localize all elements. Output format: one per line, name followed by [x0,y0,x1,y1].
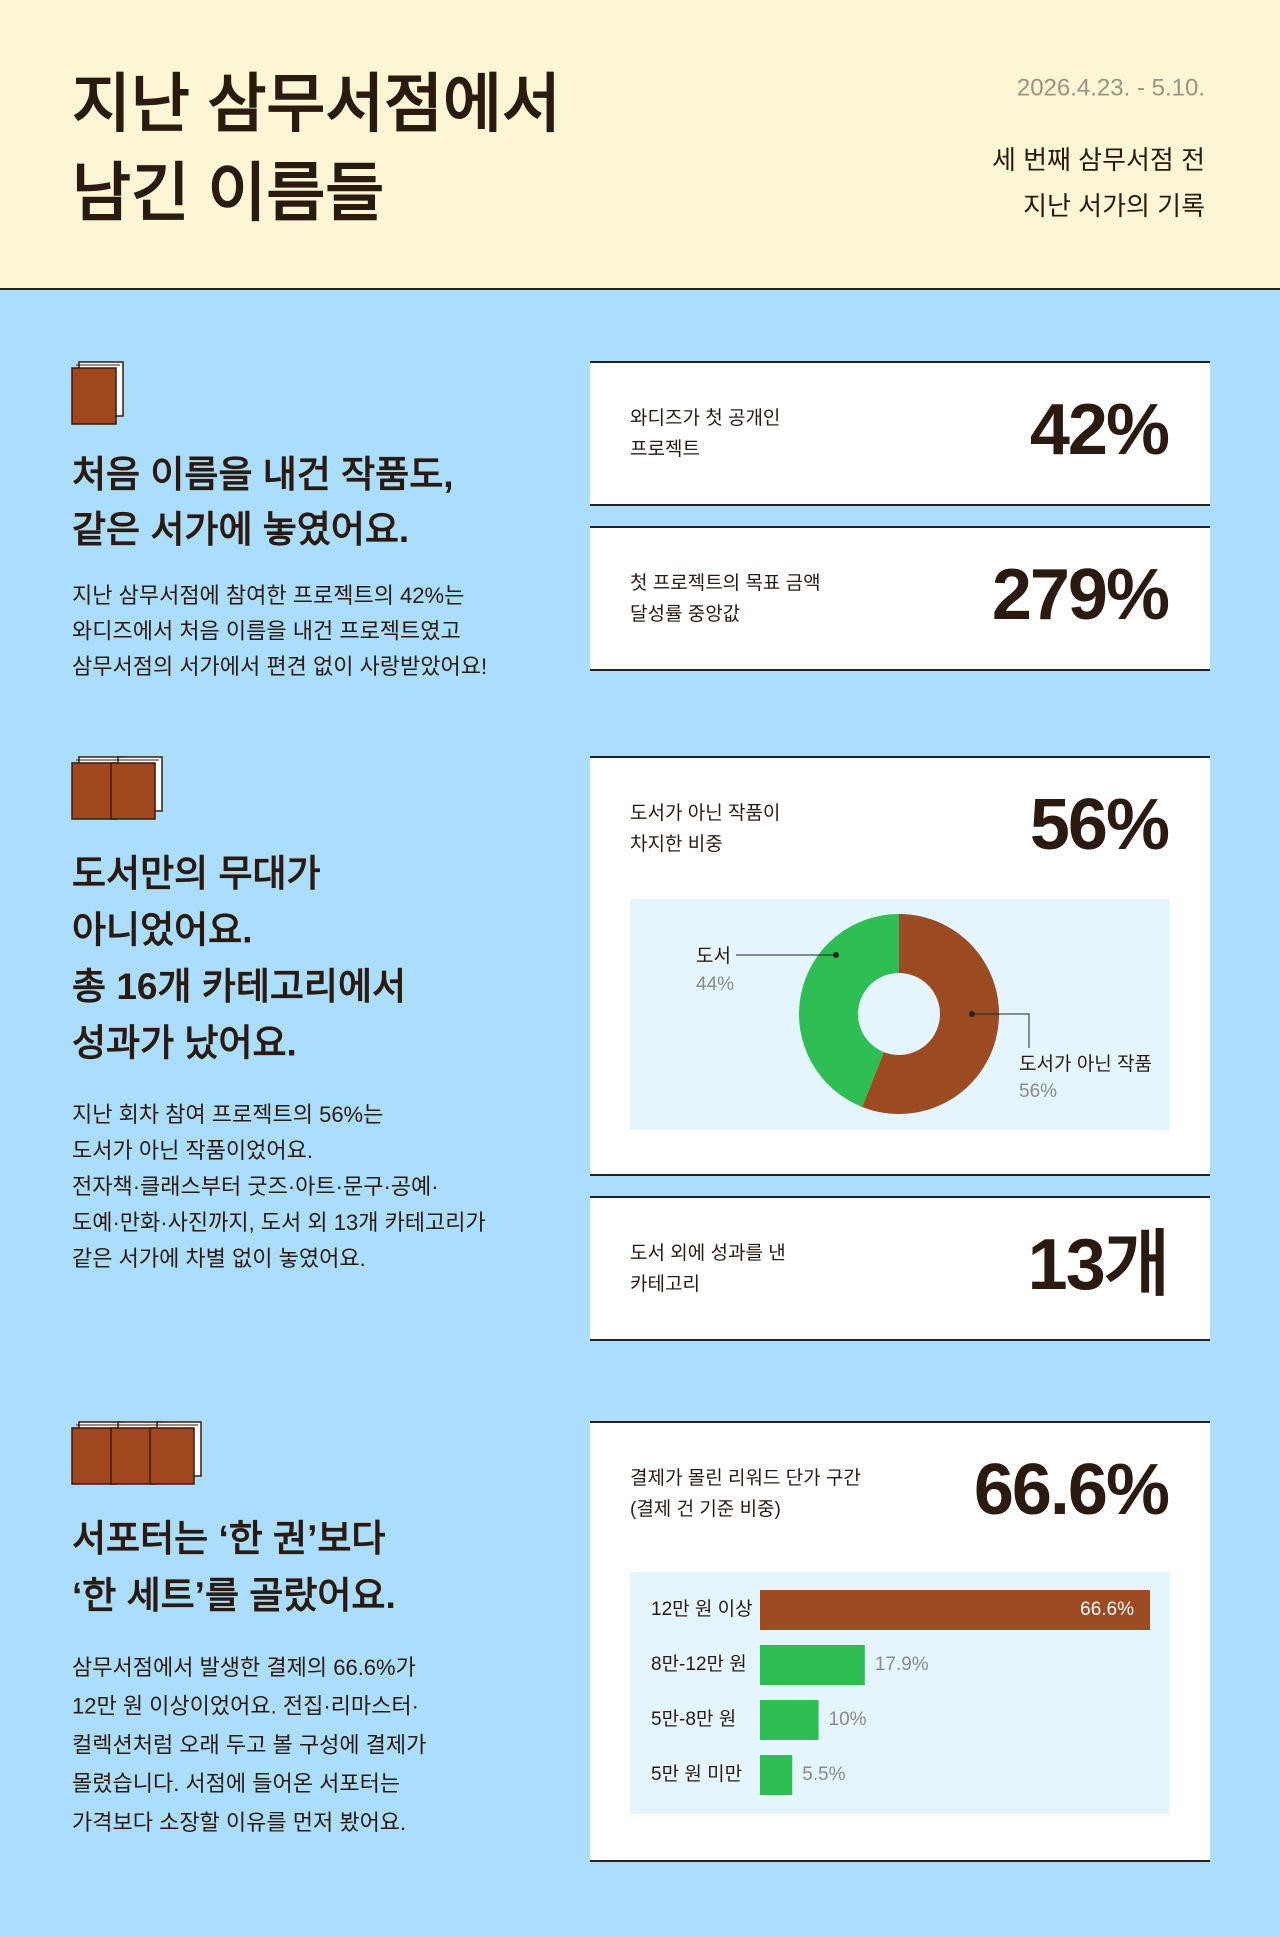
bar [760,1700,819,1740]
section-heading: 아니었어요. [72,909,252,950]
pie-value-label: 44% [696,974,734,995]
section-body: 컬렉션처럼 오래 두고 볼 구성에 결제가 [72,1732,426,1757]
book-cover [110,1427,156,1485]
bar [760,1755,793,1795]
header-background [0,0,1280,289]
book-cover [110,762,156,820]
card-label: 첫 프로젝트의 목표 금액 [630,572,821,594]
section-body: 몰렸습니다. 서점에 들어온 서포터는 [72,1771,400,1796]
book-cover [71,1427,117,1485]
card-value: 42% [1030,390,1169,470]
card-value: 56% [1030,785,1169,865]
section-heading: 같은 서가에 놓였어요. [72,509,409,550]
section-body: 12만 원 이상이었어요. 전집·리마스터· [72,1694,419,1719]
card-label: 와디즈가 첫 공개인 [630,407,780,429]
pie-value-label: 56% [1019,1081,1057,1102]
card-label: 결제가 몰린 리워드 단가 구간 [630,1467,861,1489]
bar-category-label: 12만 원 이상 [651,1598,753,1620]
section-body: 도예·만화·사진까지, 도서 외 13개 카테고리가 [72,1210,486,1235]
bar [760,1590,1150,1630]
section-heading: 서포터는 ‘한 권’보다 [72,1518,385,1559]
subtitle-line: 세 번째 삼무서점 전 [992,145,1205,175]
pie-slice [862,914,999,1114]
leader-dot [833,952,839,958]
card-value: 279% [992,555,1169,635]
subtitle-line: 지난 서가의 기록 [1023,191,1205,221]
card-label: (결제 건 기준 비중) [630,1498,781,1520]
bar [760,1645,865,1685]
bar-value-label: 66.6% [1080,1599,1134,1620]
bar-category-label: 8만-12만 원 [651,1653,747,1675]
card [590,527,1210,670]
section-body: 같은 서가에 차별 없이 놓였어요. [72,1246,366,1271]
card-label: 도서가 아닌 작품이 [630,802,780,824]
card-value: 13개 [1028,1225,1168,1305]
section-body: 지난 회차 참여 프로젝트의 56%는 [72,1102,383,1127]
bar-value-label: 10% [829,1709,867,1730]
card-label: 카테고리 [630,1273,700,1295]
card [590,1197,1210,1340]
card-value: 66.6% [974,1450,1169,1530]
card-label: 도서 외에 성과를 낸 [630,1242,786,1264]
bar-value-label: 5.5% [802,1764,845,1785]
book-cover [149,1427,195,1485]
pie-label: 도서 [696,945,731,967]
card-label: 차지한 비중 [630,833,723,855]
pie-slice [798,914,899,1107]
card-label: 프로젝트 [630,438,700,460]
date: 2026.4.23. - 5.10. [1017,74,1205,101]
section-body: 삼무서점에서 발생한 결제의 66.6%가 [72,1655,416,1680]
section-heading: 도서만의 무대가 [72,853,321,894]
bar-category-label: 5만-8만 원 [651,1708,736,1730]
leader-dot [969,1011,975,1017]
book-cover [71,367,117,425]
section-body: 도서가 아닌 작품이었어요. [72,1138,313,1163]
section-heading: ‘한 세트’를 골랐어요. [72,1575,396,1616]
section-body: 전자책·클래스부터 굿즈·아트·문구·공예· [72,1174,439,1199]
card [590,362,1210,505]
section-heading: 성과가 났어요. [72,1022,297,1063]
card-label: 달성률 중앙값 [630,603,740,625]
section-heading: 총 16개 카테고리에서 [72,966,406,1007]
leader-line [972,1013,1030,1048]
pie-label: 도서가 아닌 작품 [1019,1053,1152,1075]
title-line: 지난 삼무서점에서 [72,68,561,140]
section-heading: 처음 이름을 내건 작품도, [72,454,454,495]
title-line: 남긴 이름들 [72,157,384,229]
section-body: 와디즈에서 처음 이름을 내건 프로젝트였고 [72,618,461,643]
section-body: 지난 삼무서점에 참여한 프로젝트의 42%는 [72,583,464,608]
bar-value-label: 17.9% [875,1654,929,1675]
section-body: 삼무서점의 서가에서 편견 없이 사랑받았어요! [72,654,487,679]
bar-category-label: 5만 원 미만 [651,1763,742,1785]
section-body: 가격보다 소장할 이유를 먼저 봤어요. [72,1810,406,1835]
book-cover [71,762,117,820]
